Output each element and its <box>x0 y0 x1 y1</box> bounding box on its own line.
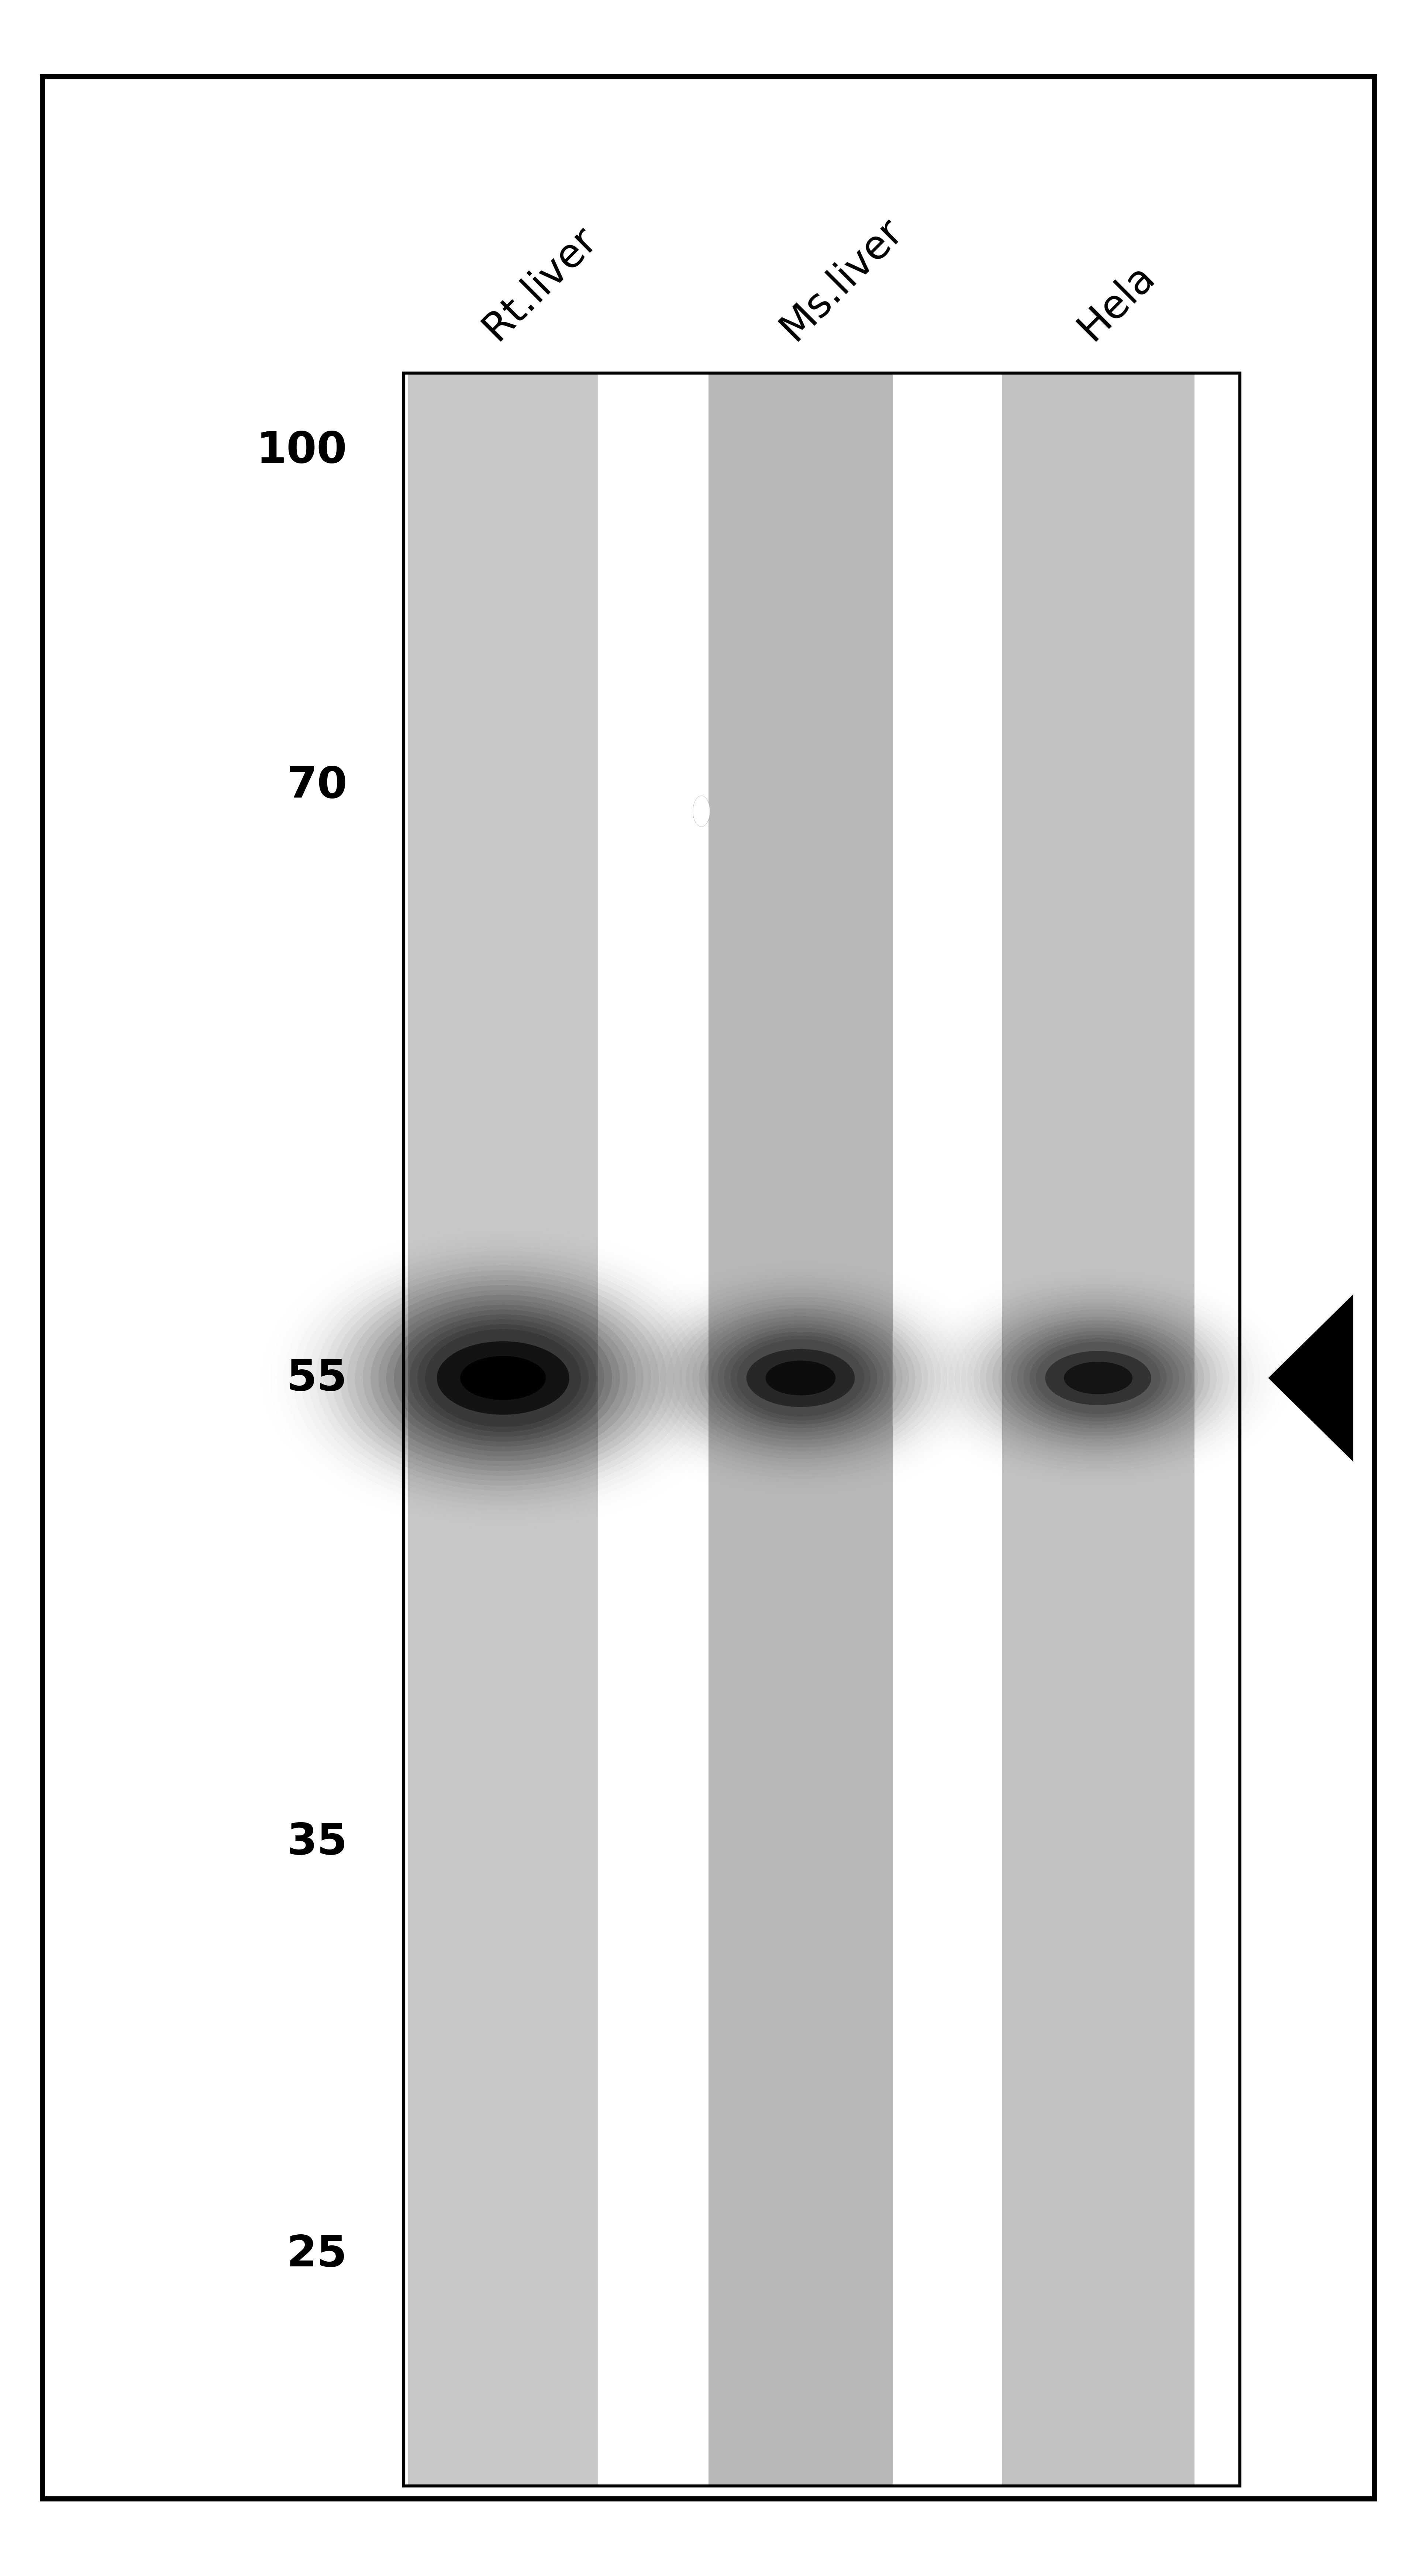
Bar <box>408 374 598 2486</box>
Bar <box>708 374 893 2486</box>
Text: Hela: Hela <box>1070 255 1162 348</box>
Ellipse shape <box>425 1329 581 1427</box>
Ellipse shape <box>1010 1327 1186 1430</box>
Ellipse shape <box>765 1360 836 1396</box>
Ellipse shape <box>417 1324 588 1432</box>
Ellipse shape <box>717 1329 884 1427</box>
Circle shape <box>693 796 710 827</box>
Text: Rt.liver: Rt.liver <box>475 219 604 348</box>
Ellipse shape <box>704 1321 897 1437</box>
Ellipse shape <box>731 1334 870 1422</box>
Ellipse shape <box>1036 1342 1161 1414</box>
Ellipse shape <box>461 1355 546 1401</box>
Text: 25: 25 <box>286 2233 347 2275</box>
Ellipse shape <box>1046 1350 1151 1406</box>
Text: 70: 70 <box>286 765 347 806</box>
Bar <box>404 374 1240 2486</box>
Text: 100: 100 <box>256 430 347 471</box>
Ellipse shape <box>737 1340 864 1417</box>
Ellipse shape <box>1017 1332 1179 1425</box>
FancyBboxPatch shape <box>43 77 1374 2499</box>
Ellipse shape <box>711 1324 890 1432</box>
Ellipse shape <box>1064 1363 1132 1394</box>
Text: 35: 35 <box>286 1821 347 1862</box>
Polygon shape <box>1268 1293 1353 1461</box>
Bar <box>1002 374 1195 2486</box>
Text: Ms.liver: Ms.liver <box>772 211 910 348</box>
Ellipse shape <box>436 1342 570 1414</box>
Ellipse shape <box>1030 1340 1166 1417</box>
Ellipse shape <box>394 1309 612 1448</box>
Ellipse shape <box>1023 1334 1173 1422</box>
Ellipse shape <box>370 1296 635 1461</box>
Ellipse shape <box>402 1314 604 1443</box>
Ellipse shape <box>385 1303 619 1453</box>
Ellipse shape <box>724 1332 877 1425</box>
Ellipse shape <box>363 1291 643 1466</box>
Ellipse shape <box>747 1350 854 1406</box>
Ellipse shape <box>378 1301 628 1455</box>
Text: 55: 55 <box>286 1358 347 1399</box>
Ellipse shape <box>410 1319 597 1437</box>
